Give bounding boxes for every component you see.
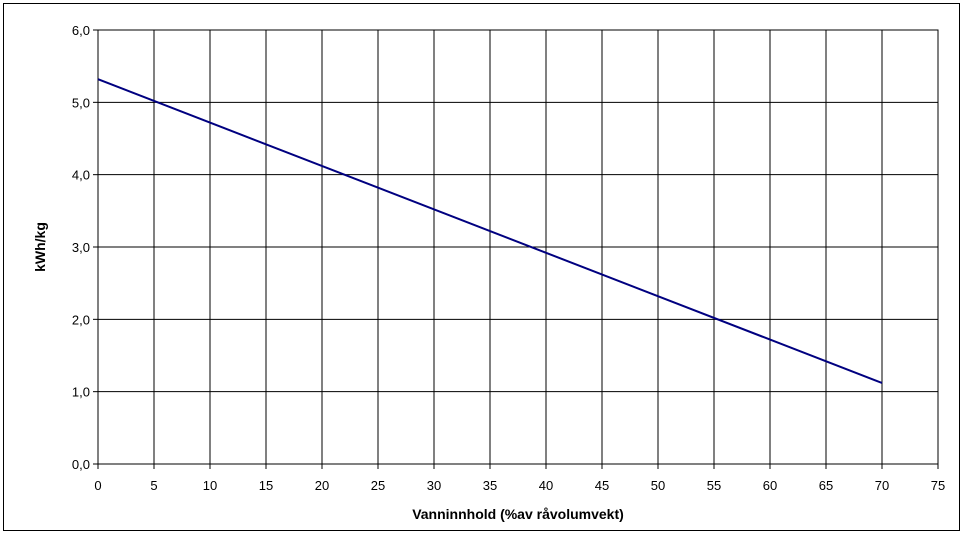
x-tick-label: 15 [259,478,273,493]
x-tick-label: 60 [763,478,777,493]
x-tick-label: 65 [819,478,833,493]
y-tick-label: 4,0 [72,168,90,183]
y-axis-ticks: 0,0 1,0 2,0 3,0 4,0 5,0 6,0 [72,23,98,472]
y-tick-label: 0,0 [72,457,90,472]
x-tick-label: 55 [707,478,721,493]
y-tick-label: 6,0 [72,23,90,38]
x-axis-title: Vanninnhold (%av råvolumvekt) [412,506,624,522]
x-tick-label: 50 [651,478,665,493]
x-tick-label: 75 [931,478,945,493]
x-tick-label: 0 [94,478,101,493]
y-tick-label: 2,0 [72,312,90,327]
x-tick-label: 10 [203,478,217,493]
gridlines [98,30,938,464]
x-tick-label: 5 [150,478,157,493]
x-tick-label: 45 [595,478,609,493]
x-tick-label: 40 [539,478,553,493]
x-axis-ticks: 0 5 10 15 20 25 30 35 40 45 50 55 60 65 70 75 [94,464,945,493]
x-tick-label: 70 [875,478,889,493]
y-tick-label: 1,0 [72,385,90,400]
series-line [97,78,883,384]
x-tick-label: 25 [371,478,385,493]
y-tick-label: 5,0 [72,95,90,110]
y-axis-title: kWh/kg [32,222,48,272]
x-tick-label: 20 [315,478,329,493]
y-tick-label: 3,0 [72,240,90,255]
series-group [97,78,883,384]
x-tick-label: 30 [427,478,441,493]
x-tick-label: 35 [483,478,497,493]
